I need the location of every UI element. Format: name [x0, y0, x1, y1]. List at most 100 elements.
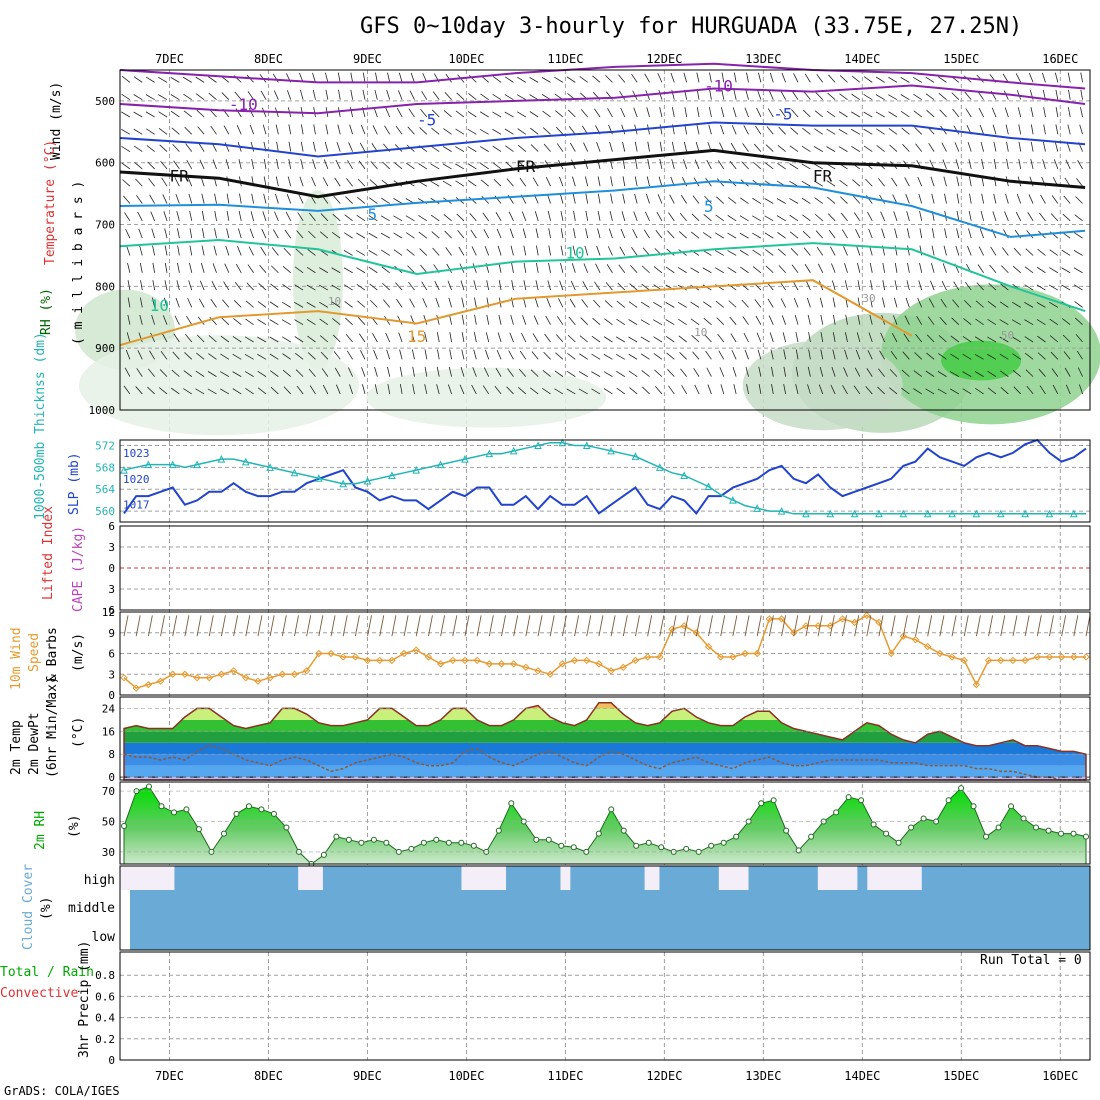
- wind-barb: [893, 315, 898, 325]
- rh-point: [495, 827, 502, 834]
- rh-tick: 30: [102, 846, 115, 859]
- wind-barb: [891, 177, 898, 187]
- wind-barb: [535, 262, 539, 273]
- wind-barb: [545, 177, 551, 187]
- wind-barb: [418, 231, 428, 239]
- wind-tick: 9: [108, 627, 115, 640]
- rh-point: [220, 830, 227, 837]
- wind-barb: [146, 145, 155, 152]
- wind-barb: [370, 161, 378, 170]
- wind-barb: [667, 230, 675, 239]
- wind-barb: [398, 90, 403, 100]
- wind-barb: [631, 247, 638, 256]
- wind-barb: [630, 265, 638, 274]
- wind-speed-marker: [205, 674, 213, 682]
- wind-barb: [582, 281, 589, 291]
- wind-barb: [680, 368, 687, 377]
- wind-barb: [546, 297, 551, 308]
- wind-barb: [992, 124, 997, 135]
- wind-barb: [263, 193, 267, 204]
- wind-barb: [542, 110, 551, 118]
- wind-barb: [334, 177, 341, 187]
- wind-speed-marker: [863, 611, 871, 620]
- wind-barb: [127, 262, 131, 273]
- wind-barb: [135, 386, 143, 395]
- wind-barb: [956, 228, 960, 239]
- wind-barb: [881, 228, 885, 239]
- wind-barb: [312, 72, 316, 83]
- wind-speed-marker: [583, 656, 591, 665]
- wind-barb: [944, 193, 947, 204]
- wind-barb: [803, 91, 811, 100]
- rh-point: [320, 851, 327, 858]
- rh-tick: 70: [102, 785, 115, 798]
- wind-barb: [344, 301, 353, 308]
- wind-barb: [517, 111, 527, 118]
- temp-tick: 16: [102, 725, 115, 738]
- wind-barb: [1013, 247, 1022, 256]
- wind-barb: [409, 90, 415, 100]
- wind-barb: [343, 250, 353, 256]
- wind-barb: [1028, 72, 1034, 83]
- wind-barb: [731, 350, 737, 360]
- wind-barb: [820, 314, 824, 325]
- rh-point: [620, 827, 627, 834]
- wind-barb: [445, 73, 452, 83]
- wind-barb: [1055, 89, 1059, 100]
- wind-barb: [928, 142, 935, 152]
- wind-barb: [851, 75, 861, 83]
- pressure-tick: 800: [95, 280, 115, 293]
- wind-barb: [139, 262, 143, 273]
- wind-barb: [767, 298, 774, 308]
- wind-barb: [869, 297, 873, 308]
- wind-barb: [894, 262, 898, 273]
- wind-barb: [387, 72, 391, 83]
- wind-barb: [523, 245, 527, 256]
- label-rh2m-b: (%): [67, 815, 82, 838]
- wind-barb: [1076, 178, 1083, 187]
- wind-speed-marker: [887, 649, 895, 658]
- wind10-barb: [647, 615, 653, 637]
- wind-barb: [420, 108, 428, 118]
- wind-barb: [593, 299, 601, 308]
- wind-barb: [1055, 124, 1059, 135]
- top-date-label: 7DEC: [155, 52, 184, 66]
- wind10-barb: [878, 615, 884, 637]
- wind-barb: [1052, 384, 1059, 395]
- wind-barb: [226, 193, 230, 204]
- wind-barb: [467, 146, 477, 152]
- wind-barb: [183, 370, 193, 377]
- wind-barb: [446, 263, 452, 273]
- wind-barb: [875, 76, 885, 83]
- wind-barb: [126, 332, 131, 343]
- wind10-barb: [744, 615, 750, 637]
- wind-barb: [456, 213, 465, 222]
- wind-barb: [657, 73, 663, 83]
- rh-point: [770, 797, 777, 804]
- wind-barb: [133, 111, 143, 118]
- wind-barb: [746, 384, 749, 395]
- label-precip-a: Total / Rain: [0, 965, 94, 980]
- wind-barb: [430, 214, 440, 222]
- wind-barb: [744, 107, 749, 118]
- wind-barb: [325, 124, 329, 135]
- wind-barb: [665, 302, 675, 308]
- wind-barb: [307, 248, 316, 256]
- wind-barb: [232, 388, 242, 395]
- wind-barb: [408, 108, 415, 118]
- label-wind10-d: (m/s): [71, 633, 86, 672]
- wind-barb: [880, 332, 885, 343]
- wind-barb: [393, 232, 403, 239]
- wind-barb: [1027, 212, 1034, 222]
- wind-barb: [288, 159, 292, 169]
- wind-barb: [295, 248, 304, 256]
- wind-barb: [460, 280, 465, 291]
- wind-barb: [554, 370, 564, 377]
- wind-barb: [950, 335, 960, 343]
- wind-barb: [578, 388, 588, 395]
- wind-barb: [295, 369, 304, 377]
- li-tick: 6: [108, 520, 115, 533]
- wind-barb: [559, 280, 564, 291]
- wind-barb: [856, 332, 861, 343]
- wind-barb: [311, 176, 316, 187]
